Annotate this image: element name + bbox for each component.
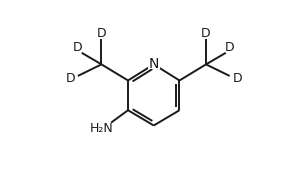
Text: D: D <box>66 72 75 85</box>
Bar <box>73 44 83 52</box>
Text: D: D <box>225 42 235 55</box>
Bar <box>232 75 242 83</box>
Bar <box>224 44 235 52</box>
Bar <box>148 60 160 69</box>
Text: N: N <box>148 57 159 71</box>
Text: D: D <box>232 72 242 85</box>
Bar <box>94 124 110 133</box>
Bar <box>65 75 76 83</box>
Bar <box>96 30 107 38</box>
Text: D: D <box>97 27 106 40</box>
Bar <box>201 30 211 38</box>
Text: D: D <box>201 27 211 40</box>
Text: D: D <box>73 42 82 55</box>
Text: H₂N: H₂N <box>90 122 114 135</box>
